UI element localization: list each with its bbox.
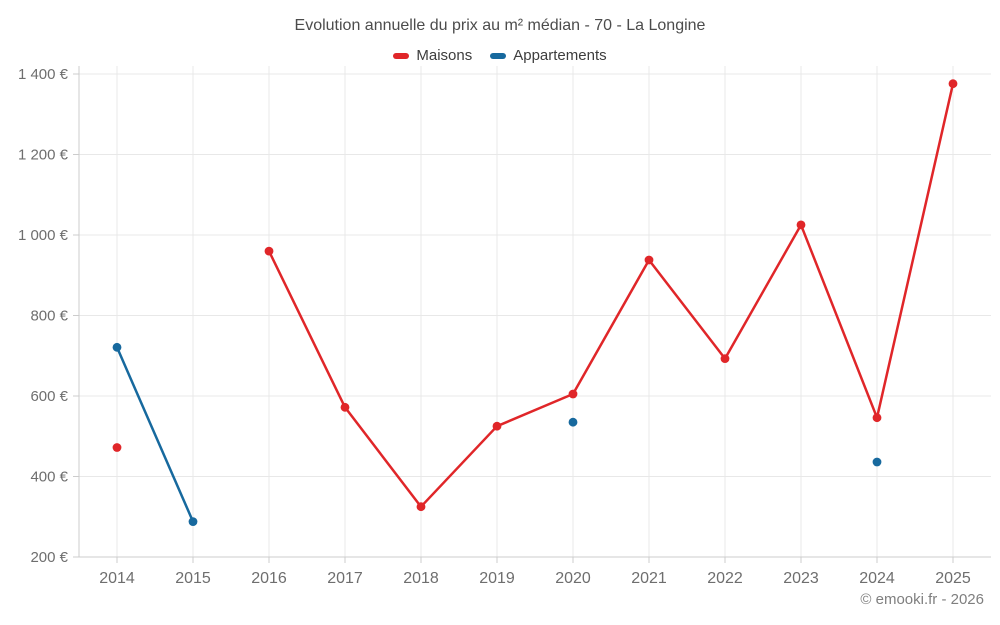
data-point-maisons-2014[interactable]	[112, 443, 122, 452]
appartements-series-marker-icon	[490, 52, 507, 59]
x-axis-tick-label: 2025	[935, 570, 971, 587]
x-axis-tick-label: 2014	[99, 570, 135, 587]
legend-item-maisons[interactable]: Maisons	[393, 47, 472, 64]
legend-item-appartements[interactable]: Appartements	[490, 47, 607, 64]
y-axis-tick-label: 400 €	[30, 469, 68, 486]
series-line-maisons	[267, 82, 955, 508]
series-line-appartements	[115, 346, 195, 523]
y-axis-tick-label: 1 400 €	[18, 66, 69, 83]
x-axis-tick-label: 2015	[175, 570, 211, 587]
data-point-appartements-2014[interactable]	[112, 342, 122, 352]
y-axis-tick-label: 1 200 €	[18, 147, 69, 164]
y-axis-tick-label: 1 000 €	[18, 227, 69, 244]
legend-label-appartements: Appartements	[513, 47, 607, 64]
x-axis-tick-label: 2017	[327, 570, 363, 587]
x-axis-tick-label: 2021	[631, 570, 667, 587]
data-point-maisons-2022[interactable]	[720, 354, 730, 363]
x-axis-tick-label: 2019	[479, 570, 515, 587]
data-point-maisons-2025[interactable]	[948, 79, 958, 89]
y-axis-tick-label: 800 €	[30, 308, 68, 325]
x-axis-tick-label: 2018	[403, 570, 439, 587]
maisons-series-marker-icon	[393, 52, 410, 59]
data-point-maisons-2017[interactable]	[340, 402, 350, 412]
y-axis-tick-label: 600 €	[30, 388, 68, 405]
data-point-maisons-2020[interactable]	[568, 389, 578, 399]
legend: Maisons Appartements	[0, 47, 1000, 64]
copyright-credit: © emooki.fr - 2026	[860, 591, 984, 608]
data-point-maisons-2024[interactable]	[872, 413, 882, 423]
data-point-maisons-2018[interactable]	[416, 502, 426, 512]
chart-title: Evolution annuelle du prix au m² médian …	[294, 17, 706, 34]
x-axis-tick-label: 2023	[783, 570, 819, 587]
data-point-maisons-2019[interactable]	[492, 421, 502, 431]
data-point-appartements-2015[interactable]	[188, 517, 198, 526]
data-point-appartements-2020[interactable]	[568, 417, 578, 427]
x-axis-tick-label: 2016	[251, 570, 287, 587]
data-point-maisons-2016[interactable]	[264, 246, 274, 256]
data-point-maisons-2023[interactable]	[796, 220, 806, 230]
data-point-appartements-2024[interactable]	[872, 457, 882, 467]
data-point-maisons-2021[interactable]	[644, 255, 654, 265]
legend-label-maisons: Maisons	[416, 47, 473, 64]
x-axis-tick-label: 2024	[859, 570, 895, 587]
x-axis-tick-label: 2020	[555, 570, 591, 587]
x-axis-tick-label: 2022	[707, 570, 743, 587]
y-axis-tick-label: 200 €	[30, 549, 68, 566]
